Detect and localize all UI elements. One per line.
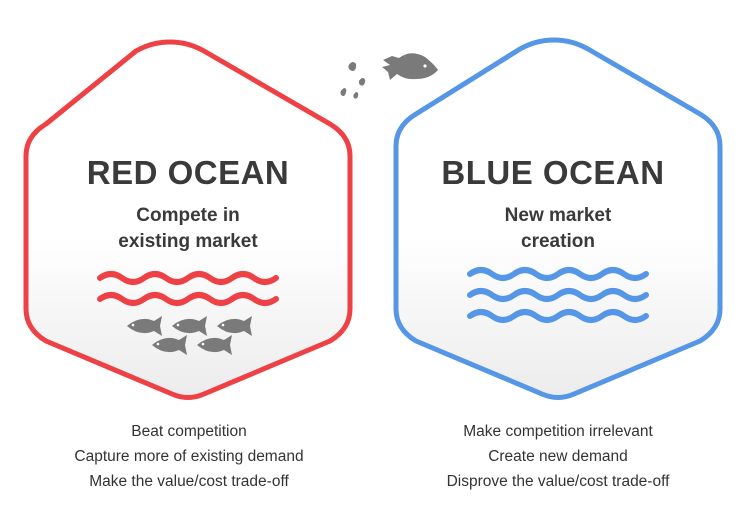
list-item: Make competition irrelevant <box>463 423 653 440</box>
list-item: Create new demand <box>488 448 628 465</box>
jumping-fish <box>340 53 438 99</box>
blue-ocean-subtitle-line: creation <box>521 231 595 252</box>
red-ocean-points: Beat competition Capture more of existin… <box>9 419 369 494</box>
red-ocean-hexagon <box>23 39 353 400</box>
blue-ocean-subtitle: New market creation <box>393 203 723 255</box>
blue-ocean-points: Make competition irrelevant Create new d… <box>378 419 738 494</box>
blue-ocean-subtitle-line: New market <box>504 205 612 226</box>
droplet-icon <box>358 78 366 86</box>
red-ocean-subtitle-line: existing market <box>118 231 258 252</box>
droplet-icon <box>348 62 357 71</box>
fish-icon <box>382 53 438 80</box>
waves-icon <box>97 271 279 306</box>
list-item: Disprove the value/cost trade-off <box>446 473 670 490</box>
red-ocean-title: RED OCEAN <box>86 154 290 191</box>
blue-ocean-title: BLUE OCEAN <box>441 154 665 191</box>
list-item: Capture more of existing demand <box>74 448 304 465</box>
blue-ocean-hexagon <box>393 37 723 400</box>
list-item: Beat competition <box>131 423 247 440</box>
waves-icon <box>467 267 649 323</box>
droplet-icon <box>340 88 347 96</box>
droplet-icon <box>353 92 359 99</box>
red-ocean-subtitle: Compete in existing market <box>23 203 353 255</box>
red-ocean-subtitle-line: Compete in <box>136 205 240 226</box>
list-item: Make the value/cost trade-off <box>89 473 289 490</box>
